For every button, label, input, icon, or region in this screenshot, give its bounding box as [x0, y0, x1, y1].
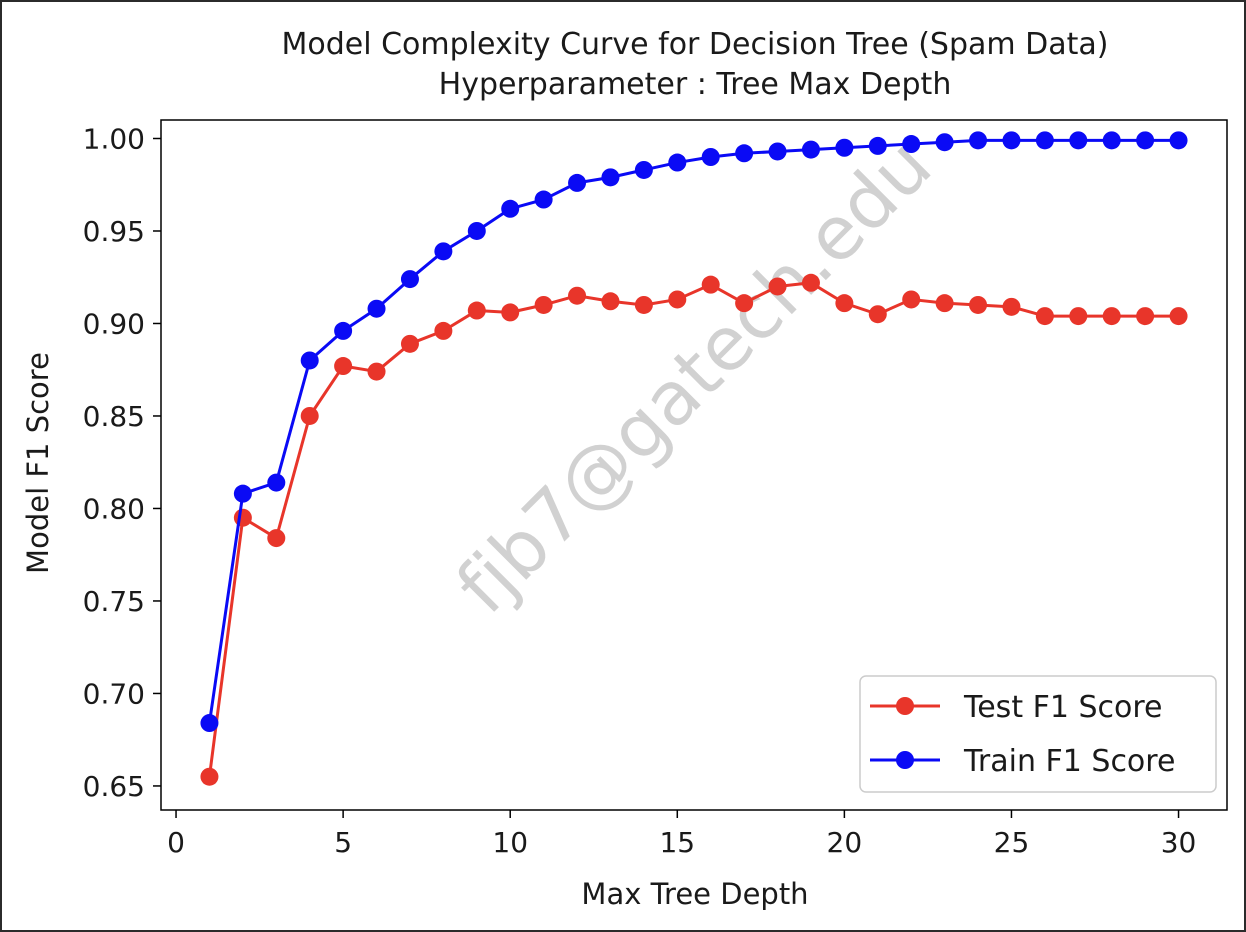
- data-point-test-f1-score: [1069, 307, 1088, 326]
- y-axis-label: Model F1 Score: [21, 352, 55, 574]
- x-tick-label: 5: [334, 826, 352, 859]
- data-point-test-f1-score: [1169, 307, 1188, 326]
- data-point-test-f1-score: [1002, 297, 1021, 316]
- y-tick-label: 0.85: [83, 400, 145, 433]
- data-point-test-f1-score: [334, 357, 353, 376]
- data-point-test-f1-score: [969, 295, 988, 314]
- data-point-train-f1-score: [634, 160, 653, 179]
- data-point-test-f1-score: [935, 294, 954, 313]
- data-point-train-f1-score: [334, 321, 353, 340]
- data-point-test-f1-score: [400, 334, 419, 353]
- data-point-train-f1-score: [835, 138, 854, 157]
- data-point-test-f1-score: [601, 292, 620, 311]
- data-point-train-f1-score: [367, 299, 386, 318]
- y-tick-label: 0.90: [83, 307, 145, 340]
- y-tick-label: 0.75: [83, 585, 145, 618]
- data-point-train-f1-score: [200, 714, 219, 733]
- legend-swatch-test-marker: [896, 697, 914, 715]
- data-point-test-f1-score: [568, 286, 587, 305]
- legend-swatch-train-marker: [896, 751, 914, 769]
- data-point-test-f1-score: [267, 529, 286, 548]
- data-point-train-f1-score: [1002, 131, 1021, 150]
- data-point-train-f1-score: [868, 136, 887, 155]
- data-point-train-f1-score: [801, 140, 820, 159]
- x-axis: 0 5 10 15 20 25 30: [167, 810, 1196, 859]
- data-point-test-f1-score: [467, 301, 486, 320]
- x-tick-label: 30: [1161, 826, 1197, 859]
- data-point-test-f1-score: [768, 277, 787, 296]
- data-point-test-f1-score: [902, 290, 921, 309]
- data-point-train-f1-score: [434, 242, 453, 261]
- data-point-train-f1-score: [601, 168, 620, 187]
- data-point-train-f1-score: [400, 270, 419, 289]
- data-point-train-f1-score: [668, 153, 687, 172]
- x-axis-label: Max Tree Depth: [581, 877, 808, 911]
- data-point-train-f1-score: [969, 131, 988, 150]
- data-point-train-f1-score: [735, 144, 754, 163]
- data-point-test-f1-score: [735, 294, 754, 313]
- chart-title-line-2: Hyperparameter : Tree Max Depth: [439, 67, 952, 102]
- data-point-test-f1-score: [835, 294, 854, 313]
- plot-area: [200, 131, 1188, 786]
- x-tick-label: 0: [167, 826, 185, 859]
- y-axis: 0.65 0.70 0.75 0.80 0.85 0.90 0.95 1.00: [83, 122, 161, 803]
- plot-frame: [160, 119, 1228, 811]
- data-point-test-f1-score: [501, 303, 520, 322]
- data-point-train-f1-score: [1102, 131, 1121, 150]
- data-point-train-f1-score: [902, 135, 921, 154]
- data-point-test-f1-score: [300, 406, 319, 425]
- legend-box: [859, 675, 1217, 793]
- data-point-train-f1-score: [1169, 131, 1188, 150]
- watermark: fjb7@gatech.edu: [440, 122, 948, 630]
- data-point-test-f1-score: [1136, 307, 1155, 326]
- data-point-train-f1-score: [935, 133, 954, 152]
- data-point-test-f1-score: [1035, 307, 1054, 326]
- y-tick-label: 0.65: [83, 770, 145, 803]
- data-point-train-f1-score: [701, 148, 720, 166]
- data-point-train-f1-score: [300, 351, 319, 370]
- data-point-test-f1-score: [200, 767, 219, 786]
- data-point-test-f1-score: [668, 290, 687, 309]
- data-point-test-f1-score: [1102, 307, 1121, 326]
- data-point-test-f1-score: [233, 508, 252, 527]
- y-tick-label: 0.70: [83, 677, 145, 710]
- data-point-test-f1-score: [634, 295, 653, 314]
- data-point-train-f1-score: [534, 190, 553, 209]
- legend: Test F1 Score Train F1 Score: [859, 675, 1217, 793]
- x-tick-label: 20: [827, 826, 863, 859]
- y-tick-label: 1.00: [83, 122, 145, 155]
- data-point-train-f1-score: [501, 199, 520, 218]
- legend-label-test: Test F1 Score: [963, 690, 1163, 725]
- data-point-train-f1-score: [267, 473, 286, 492]
- data-point-train-f1-score: [568, 173, 587, 192]
- data-point-test-f1-score: [367, 362, 386, 381]
- data-point-test-f1-score: [534, 295, 553, 314]
- data-point-test-f1-score: [701, 275, 720, 294]
- chart-title: Model Complexity Curve for Decision Tree…: [282, 27, 1109, 102]
- y-tick-label: 0.95: [83, 215, 145, 248]
- data-point-train-f1-score: [768, 142, 787, 161]
- data-point-train-f1-score: [233, 484, 252, 503]
- x-tick-label: 15: [659, 826, 695, 859]
- data-point-train-f1-score: [1035, 131, 1054, 150]
- legend-label-train: Train F1 Score: [963, 744, 1175, 779]
- chart-title-line-1: Model Complexity Curve for Decision Tree…: [282, 27, 1109, 62]
- data-point-train-f1-score: [467, 221, 486, 240]
- data-point-train-f1-score: [1069, 131, 1088, 150]
- data-point-test-f1-score: [434, 321, 453, 340]
- data-point-test-f1-score: [868, 305, 887, 324]
- data-point-train-f1-score: [1136, 131, 1155, 150]
- y-tick-label: 0.80: [83, 492, 145, 525]
- x-tick-label: 10: [492, 826, 528, 859]
- data-point-test-f1-score: [801, 273, 820, 292]
- x-tick-label: 25: [994, 826, 1030, 859]
